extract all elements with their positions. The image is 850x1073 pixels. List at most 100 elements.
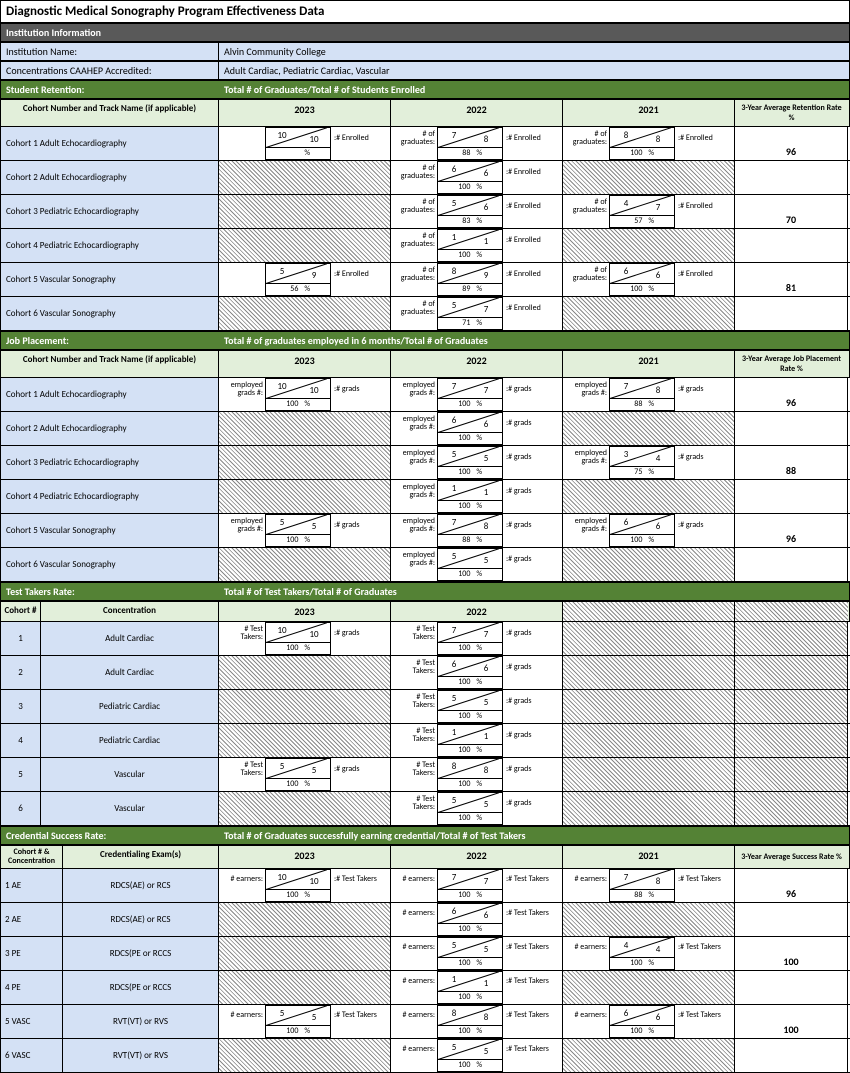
cell-right-label: :# grads — [675, 514, 733, 535]
empty-avg — [735, 690, 848, 723]
average-value: 96 — [735, 514, 848, 547]
concentrations-label: Concentrations CAAHEP Accredited: — [1, 62, 219, 79]
numerator: 8 — [438, 759, 470, 778]
cell-left-label: # earners: — [391, 1039, 437, 1060]
percent-box: 100% — [437, 890, 503, 902]
cell-right-label: :# Enrolled — [503, 263, 561, 284]
institution-name-value: Alvin Community College — [219, 43, 849, 60]
numerator: 1 — [438, 972, 470, 991]
credential-row: 3 PERDCS(PE or RCCS # earners: 5 5 :# Te… — [0, 937, 850, 971]
credential-row: 4 PERDCS(PE or RCCS # earners: 1 1 :# Te… — [0, 971, 850, 1005]
cohort-name: Cohort 3 Pediatric Echocardiography — [1, 195, 219, 228]
percent-box: 100% — [265, 399, 331, 411]
data-cell: employed grads #: 6 6 :# grads 100% — [391, 412, 563, 445]
cell-left-label: # Test Takers: — [391, 622, 437, 643]
denominator: 4 — [642, 942, 674, 957]
denominator: 10 — [298, 132, 330, 147]
data-cell: # Test Takers: 5 5 :# grads 100% — [219, 758, 391, 791]
cell-left-label: # of graduates: — [391, 229, 437, 250]
percent-box: 100% — [437, 643, 503, 655]
numerator: 3 — [610, 447, 642, 466]
cell-right-label: :# Test Takers — [331, 869, 389, 890]
data-cell: 5 9 :# Enrolled 56% — [219, 263, 391, 296]
fraction-box: 1 1 — [437, 480, 503, 501]
percent-box: 100% — [437, 433, 503, 445]
percent-box: 100% — [437, 711, 503, 723]
takers-row: 2Adult Cardiac # Test Takers: 6 6 :# gra… — [0, 656, 850, 690]
takers-year-header: Cohort #Concentration20232022 — [0, 601, 850, 622]
denominator: 7 — [642, 200, 674, 215]
numerator: 4 — [610, 938, 642, 957]
cell-left-label: # Test Takers: — [391, 758, 437, 779]
data-cell: 10 10 :# Enrolled % — [219, 127, 391, 160]
percent-box: 56% — [265, 284, 331, 296]
denominator: 8 — [470, 763, 502, 778]
numerator: 7 — [438, 870, 470, 889]
page-title: Diagnostic Medical Sonography Program Ef… — [0, 0, 850, 23]
data-cell: # of graduates: 7 8 :# Enrolled 88% — [391, 127, 563, 160]
cohort-number: 4 — [1, 724, 41, 757]
data-cell: # of graduates: 1 1 :# Enrolled 100% — [391, 229, 563, 262]
placement-row: Cohort 3 Pediatric Echocardiography empl… — [0, 446, 850, 480]
percent-box: 100% — [265, 890, 331, 902]
percent-box: 100% — [437, 677, 503, 689]
cell-right-label: :# grads — [675, 446, 733, 467]
numerator: 6 — [438, 413, 470, 432]
percent-box: 100% — [437, 250, 503, 262]
cell-right-label: :# grads — [503, 514, 561, 535]
retention-row: Cohort 3 Pediatric Echocardiography # of… — [0, 195, 850, 229]
cell-left-label: # of graduates: — [563, 263, 609, 284]
data-cell: # earners: 5 5 :# Test Takers 100% — [219, 1005, 391, 1038]
percent-box: 89% — [437, 284, 503, 296]
percent-box: 100% — [609, 535, 675, 547]
cell-left-label: # earners: — [391, 903, 437, 924]
empty-cell — [563, 792, 735, 825]
percent-box: 88% — [609, 890, 675, 902]
empty-cell — [219, 724, 391, 757]
percent-box: 88% — [437, 535, 503, 547]
cell-right-label: :# Test Takers — [675, 937, 733, 958]
data-cell: # Test Takers: 6 6 :# grads 100% — [391, 656, 563, 689]
cell-left-label: # of graduates: — [563, 127, 609, 148]
empty-avg — [735, 656, 848, 689]
fraction-box: 10 10 — [265, 127, 331, 148]
cohort-number: 6 — [1, 792, 41, 825]
denominator: 5 — [470, 797, 502, 812]
average-value: 70 — [735, 195, 848, 228]
average-value — [735, 971, 848, 1004]
cell-right-label: :# Enrolled — [331, 127, 389, 148]
cell-left-label — [219, 263, 265, 284]
cell-right-label: :# Test Takers — [675, 1005, 733, 1026]
empty-cell — [219, 548, 391, 581]
placement-header: Job Placement:Total # of graduates emplo… — [0, 331, 850, 350]
empty-cell — [563, 656, 735, 689]
placement-row: Cohort 6 Vascular Sonography employed gr… — [0, 548, 850, 582]
data-cell: # earners: 8 8 :# Test Takers 100% — [391, 1005, 563, 1038]
concentration-name: Adult Cardiac — [41, 622, 219, 655]
denominator: 1 — [470, 234, 502, 249]
data-cell: # earners: 4 4 :# Test Takers 100% — [563, 937, 735, 970]
numerator: 7 — [438, 623, 470, 642]
cell-left-label: # Test Takers: — [219, 758, 265, 779]
average-value — [735, 229, 848, 262]
average-value — [735, 297, 848, 330]
denominator: 5 — [298, 519, 330, 534]
concentration-name: Vascular — [41, 792, 219, 825]
cell-right-label: :# Test Takers — [503, 1039, 561, 1060]
cell-right-label: :# grads — [503, 792, 561, 813]
data-cell: employed grads #: 7 8 :# grads 88% — [563, 378, 735, 411]
percent-box: 100% — [437, 399, 503, 411]
numerator: 1 — [438, 481, 470, 500]
percent-box: 100% — [265, 643, 331, 655]
numerator: 5 — [438, 196, 470, 215]
empty-cell — [563, 903, 735, 936]
cell-left-label: employed grads #: — [391, 378, 437, 399]
takers-row: 6Vascular # Test Takers: 5 5 :# grads 10… — [0, 792, 850, 826]
placement-row: Cohort 2 Adult Echocardiography employed… — [0, 412, 850, 446]
cell-left-label: # earners: — [391, 869, 437, 890]
fraction-box: 7 8 — [437, 127, 503, 148]
credential-row: 2 AERDCS(AE) or RCS # earners: 6 6 :# Te… — [0, 903, 850, 937]
cohort-concentration: 2 AE — [1, 903, 63, 936]
denominator: 6 — [470, 166, 502, 181]
cell-right-label: :# grads — [503, 378, 561, 399]
